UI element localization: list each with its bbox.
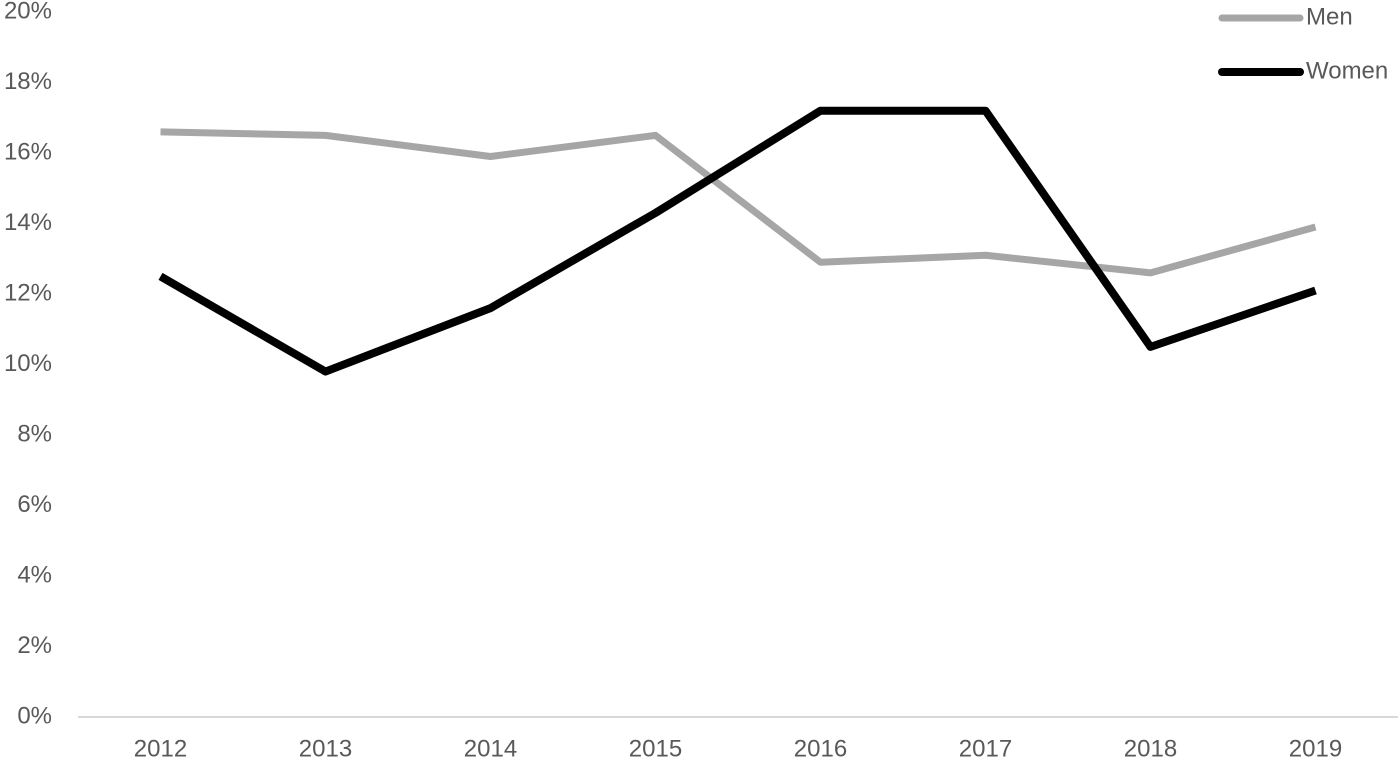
legend-label: Men — [1306, 3, 1353, 30]
y-tick-label: 8% — [17, 420, 52, 447]
legend-label: Women — [1306, 57, 1388, 84]
x-tick-label: 2013 — [299, 735, 352, 760]
y-tick-label: 20% — [4, 0, 52, 24]
x-tick-label: 2015 — [629, 735, 682, 760]
line-series — [160, 128, 1317, 277]
y-tick-label: 12% — [4, 279, 52, 306]
y-tick-label: 6% — [17, 491, 52, 518]
y-tick-label: 2% — [17, 632, 52, 659]
x-tick-label: 2012 — [134, 735, 187, 760]
x-tick-label: 2014 — [464, 735, 517, 760]
y-tick-label: 4% — [17, 561, 52, 588]
x-tick-label: 2019 — [1289, 735, 1342, 760]
line-series — [158, 106, 1317, 376]
y-tick-label: 14% — [4, 209, 52, 236]
x-tick-label: 2018 — [1124, 735, 1177, 760]
y-tick-label: 10% — [4, 350, 52, 377]
y-tick-label: 18% — [4, 68, 52, 95]
y-tick-label: 16% — [4, 138, 52, 165]
x-tick-label: 2017 — [959, 735, 1012, 760]
x-tick-label: 2016 — [794, 735, 847, 760]
y-tick-label: 0% — [17, 702, 52, 729]
